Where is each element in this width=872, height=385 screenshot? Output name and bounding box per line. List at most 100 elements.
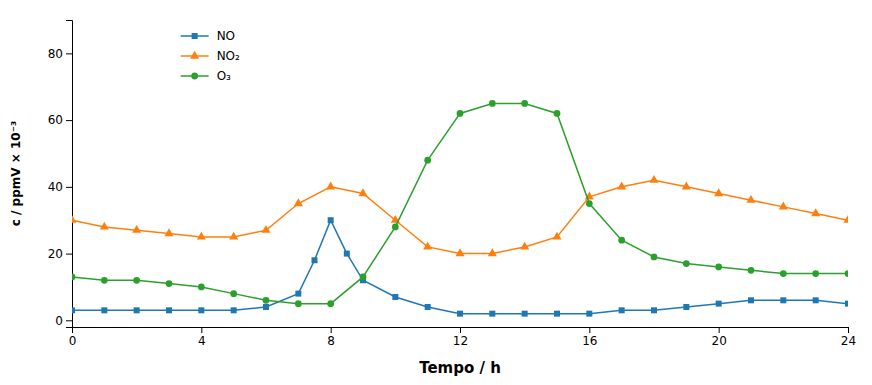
marker bbox=[101, 277, 108, 284]
legend-label: O₃ bbox=[217, 69, 231, 83]
marker bbox=[682, 182, 691, 190]
marker bbox=[489, 100, 496, 107]
marker bbox=[360, 274, 367, 281]
tick: 20 bbox=[712, 327, 727, 348]
tick-mark bbox=[66, 320, 72, 321]
marker bbox=[457, 110, 464, 117]
tick: 12 bbox=[453, 327, 468, 348]
tick: 0 bbox=[55, 314, 72, 328]
marker bbox=[198, 307, 204, 313]
marker bbox=[231, 307, 237, 313]
marker bbox=[455, 248, 464, 256]
markers bbox=[72, 217, 848, 316]
series-area bbox=[72, 100, 848, 317]
tick: 16 bbox=[582, 327, 597, 348]
tick-label: 40 bbox=[48, 180, 63, 194]
marker bbox=[812, 270, 819, 277]
marker bbox=[811, 208, 820, 216]
plot: 0 4 8 12 16 20 24 0 20 40 60 80 NO NO₂ O₃ bbox=[48, 21, 856, 348]
legend: NO NO₂ O₃ bbox=[181, 29, 240, 83]
legend-item: O₃ bbox=[181, 69, 231, 83]
tick-label: 12 bbox=[453, 334, 468, 348]
marker bbox=[683, 260, 690, 267]
marker bbox=[424, 157, 431, 164]
marker bbox=[133, 277, 140, 284]
y-axis: 0 20 40 60 80 bbox=[48, 21, 73, 328]
axis-line bbox=[73, 328, 849, 334]
marker bbox=[489, 311, 495, 317]
marker bbox=[651, 307, 657, 313]
marker bbox=[392, 294, 398, 300]
marker bbox=[344, 251, 350, 257]
tick-label: 20 bbox=[48, 247, 63, 261]
marker bbox=[423, 242, 432, 250]
x-axis: 0 4 8 12 16 20 24 bbox=[69, 327, 856, 348]
x-axis-title: Tempo / h bbox=[419, 359, 501, 377]
marker bbox=[715, 264, 722, 271]
tick-label: 24 bbox=[841, 334, 856, 348]
marker bbox=[164, 228, 173, 236]
tick-label: 80 bbox=[48, 47, 63, 61]
marker bbox=[586, 311, 592, 317]
marker bbox=[779, 202, 788, 210]
series-line bbox=[72, 103, 848, 303]
marker bbox=[132, 225, 141, 233]
tick: 0 bbox=[69, 327, 77, 348]
legend-symbol bbox=[190, 51, 199, 59]
tick-label: 0 bbox=[55, 314, 63, 328]
tick-label: 8 bbox=[327, 334, 335, 348]
tick: 60 bbox=[48, 113, 72, 127]
marker bbox=[683, 304, 689, 310]
tick-label: 60 bbox=[48, 113, 63, 127]
marker bbox=[101, 307, 107, 313]
tick-label: 20 bbox=[712, 334, 727, 348]
marker bbox=[813, 297, 819, 303]
marker bbox=[100, 222, 109, 230]
marker bbox=[326, 182, 335, 190]
legend-symbol bbox=[191, 73, 198, 80]
marker bbox=[554, 110, 561, 117]
marker bbox=[748, 267, 755, 274]
tick: 20 bbox=[48, 247, 72, 261]
tick-mark bbox=[589, 327, 590, 333]
marker bbox=[845, 270, 848, 277]
tick: 4 bbox=[198, 327, 206, 348]
marker bbox=[651, 254, 658, 261]
marker bbox=[392, 224, 399, 231]
marker bbox=[845, 301, 848, 307]
marker bbox=[425, 304, 431, 310]
tick-mark bbox=[201, 327, 202, 333]
marker bbox=[263, 297, 270, 304]
marker bbox=[554, 311, 560, 317]
legend-item: NO₂ bbox=[181, 49, 240, 63]
axis-line bbox=[66, 21, 73, 328]
marker bbox=[327, 300, 334, 307]
marker bbox=[780, 270, 787, 277]
marker bbox=[358, 188, 367, 196]
marker bbox=[843, 215, 848, 223]
marker bbox=[780, 297, 786, 303]
marker bbox=[619, 307, 625, 313]
marker bbox=[230, 290, 237, 297]
tick: 80 bbox=[48, 47, 72, 61]
tick-mark bbox=[460, 327, 461, 333]
marker bbox=[714, 188, 723, 196]
tick-mark bbox=[719, 327, 720, 333]
marker bbox=[295, 291, 301, 297]
marker bbox=[522, 311, 528, 317]
legend-item: NO bbox=[181, 29, 235, 43]
tick: 24 bbox=[841, 327, 856, 348]
tick-label: 4 bbox=[198, 334, 206, 348]
tick-label: 0 bbox=[69, 334, 77, 348]
y-axis-title: c / ppmV × 10⁻³ bbox=[9, 121, 23, 227]
marker bbox=[457, 311, 463, 317]
marker bbox=[295, 300, 302, 307]
marker bbox=[746, 195, 755, 203]
marker bbox=[72, 274, 75, 281]
tick-mark bbox=[848, 327, 849, 333]
legend-symbol bbox=[192, 33, 198, 39]
marker bbox=[312, 257, 318, 263]
tick-mark bbox=[66, 120, 72, 121]
series-line bbox=[72, 180, 848, 253]
marker bbox=[618, 237, 625, 244]
